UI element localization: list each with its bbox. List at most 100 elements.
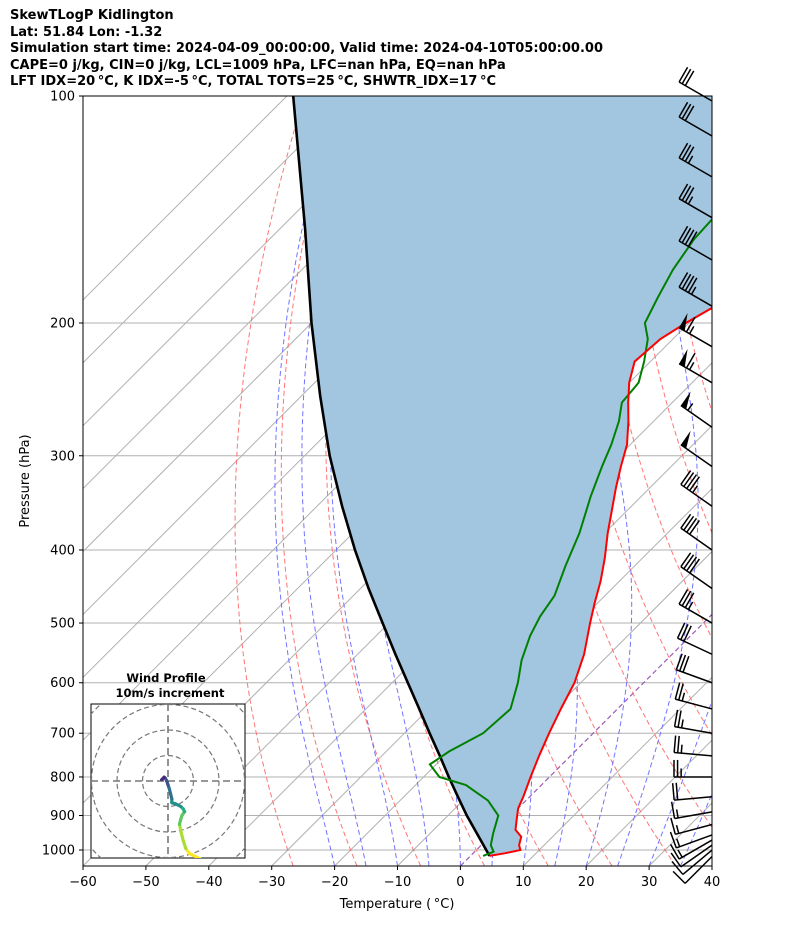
cape-shading — [293, 96, 712, 856]
barb-full-feather — [674, 682, 681, 700]
barb-half-feather — [680, 744, 683, 754]
barb-full-feather — [669, 831, 677, 849]
barb-full-feather — [678, 654, 687, 672]
wind-barbs — [669, 66, 713, 884]
y-axis-label: Pressure (hPa) — [18, 434, 33, 527]
barb-full-feather — [686, 474, 698, 489]
wind-barb — [678, 225, 713, 261]
barb-half-feather — [681, 692, 686, 702]
barb-full-feather — [683, 554, 695, 570]
wind-barb — [678, 183, 713, 219]
wind-barb — [680, 552, 713, 590]
dewpoint-line — [428, 217, 712, 857]
barb-staff — [674, 725, 713, 734]
barb-full-feather — [669, 843, 680, 860]
barb-full-feather — [678, 142, 689, 159]
y-axis-ticks: 100 200 300 400 500 600 700 800 900 1000 — [42, 90, 83, 859]
barb-staff — [678, 603, 713, 624]
barb-flag — [679, 312, 688, 331]
x-tick-label: −60 — [69, 875, 96, 890]
barb-full-feather — [681, 590, 692, 607]
barb-full-feather — [676, 735, 680, 753]
dry-adiabat — [280, 96, 358, 866]
barb-half-feather — [690, 286, 697, 295]
wind-barb — [670, 801, 713, 820]
barb-full-feather — [684, 592, 695, 608]
isotherm-line — [271, 424, 712, 866]
wind-barb — [669, 831, 713, 849]
barb-staff — [678, 81, 713, 102]
moist-adiabat — [301, 96, 367, 866]
wind-barb — [676, 622, 713, 655]
wind-barb — [669, 839, 713, 860]
wind-barb — [678, 66, 713, 102]
wind-barb — [670, 817, 713, 836]
barb-full-feather — [680, 470, 692, 485]
parcel-profile-line — [291, 96, 491, 857]
cin-cape-shade — [293, 96, 712, 856]
barb-full-feather — [678, 101, 689, 118]
barb-full-feather — [680, 552, 692, 568]
hodograph-trace-segment — [160, 776, 165, 782]
wind-barb — [674, 682, 713, 710]
y-tick-label: 100 — [50, 90, 75, 105]
barb-full-feather — [673, 709, 679, 727]
barb-staff — [678, 286, 713, 307]
isotherm-line — [83, 96, 351, 364]
barb-staff — [677, 637, 713, 655]
barb-full-feather — [681, 227, 692, 244]
barb-full-feather — [685, 352, 696, 369]
barb-staff — [678, 240, 713, 261]
barb-half-feather — [680, 719, 684, 728]
x-tick-label: −30 — [258, 875, 285, 890]
hodograph-inset: Wind Profile 10m/s increment — [90, 671, 246, 859]
barb-full-feather — [678, 683, 684, 701]
time-line: Simulation start time: 2024-04-09_00:00:… — [10, 41, 603, 56]
dry-adiabat — [662, 96, 712, 414]
x-tick-label: −10 — [384, 875, 411, 890]
barb-staff — [676, 669, 713, 684]
isotherm-line — [83, 96, 288, 301]
moist-adiabat — [617, 96, 699, 866]
barb-half-feather — [688, 361, 695, 371]
wind-barb — [672, 855, 713, 884]
barb-half-feather — [675, 809, 679, 818]
barb-full-feather — [680, 513, 692, 529]
barb-full-feather — [681, 103, 692, 120]
barb-half-feather — [687, 402, 694, 411]
moist-adiabat — [274, 96, 336, 866]
barb-staff — [678, 839, 713, 860]
barb-staff — [675, 823, 713, 836]
moist-adiabat — [711, 864, 712, 866]
chart-title: SkewTLogP Kidlington — [10, 8, 174, 23]
barb-staff — [676, 834, 713, 849]
moist-adiabat — [648, 699, 712, 866]
wind-barb — [678, 588, 713, 624]
wind-barb — [671, 849, 713, 876]
hodograph-ring — [91, 704, 245, 858]
temperature-line — [489, 306, 712, 857]
barb-full-feather — [673, 735, 677, 753]
location-line: Lat: 51.84 Lon: -1.32 — [10, 24, 163, 40]
barb-full-feather — [684, 105, 695, 121]
barb-full-feather — [676, 622, 686, 639]
instability-line: CAPE=0 j/kg, CIN=0 j/kg, LCL=1009 hPa, L… — [10, 57, 506, 73]
barb-staff — [682, 849, 713, 876]
x-tick-label: 10 — [515, 875, 532, 890]
barb-full-feather — [684, 229, 695, 245]
isotherm-line — [522, 676, 712, 866]
barb-full-feather — [678, 272, 689, 288]
barb-full-feather — [684, 146, 695, 162]
y-tick-label: 400 — [50, 543, 75, 558]
barb-full-feather — [681, 273, 692, 290]
barb-full-feather — [670, 817, 677, 835]
barb-half-feather — [675, 824, 680, 834]
barb-full-feather — [686, 517, 698, 533]
barb-half-feather — [677, 849, 683, 858]
barb-staff — [678, 116, 713, 137]
barb-full-feather — [670, 801, 676, 819]
wind-barb — [678, 101, 713, 137]
barb-half-feather — [687, 155, 694, 164]
barb-full-feather — [683, 625, 692, 642]
